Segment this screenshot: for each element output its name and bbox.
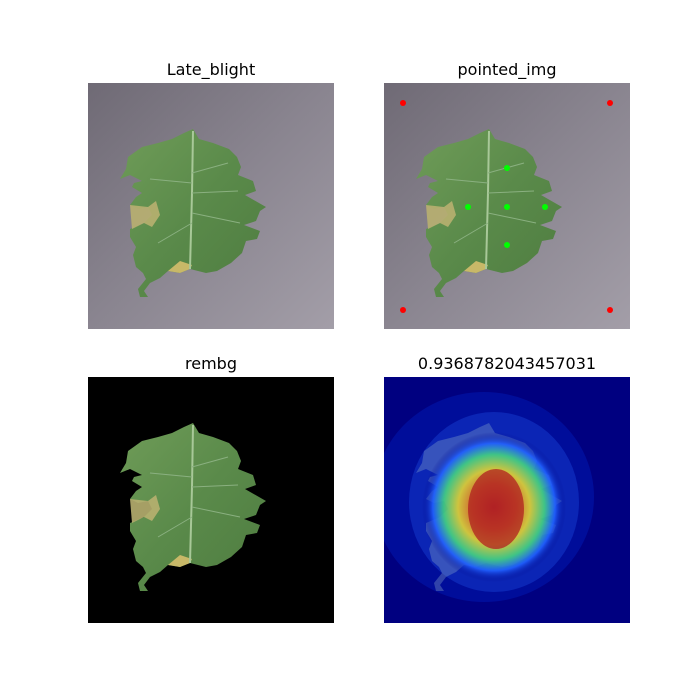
corner-marker-top-right — [607, 100, 613, 106]
panel-title-pointed: pointed_img — [457, 60, 557, 79]
panel-title-rembg: rembg — [185, 354, 237, 373]
heatmap-leaf-image — [384, 377, 630, 623]
corner-marker-bottom-right — [607, 307, 613, 313]
panel-title-original: Late_blight — [166, 60, 256, 79]
rembg-leaf-image — [88, 377, 334, 623]
panel-title-heatmap: 0.9368782043457031 — [417, 354, 597, 373]
pointed-leaf-image — [384, 83, 630, 329]
leaf-point-top — [504, 165, 510, 171]
corner-marker-top-left — [400, 100, 406, 106]
leaf-point-center — [504, 204, 510, 210]
leaf-point-left — [465, 204, 471, 210]
leaf-point-bottom — [504, 242, 510, 248]
corner-marker-bottom-left — [400, 307, 406, 313]
leaf-point-right — [542, 204, 548, 210]
original-leaf-image — [88, 83, 334, 329]
